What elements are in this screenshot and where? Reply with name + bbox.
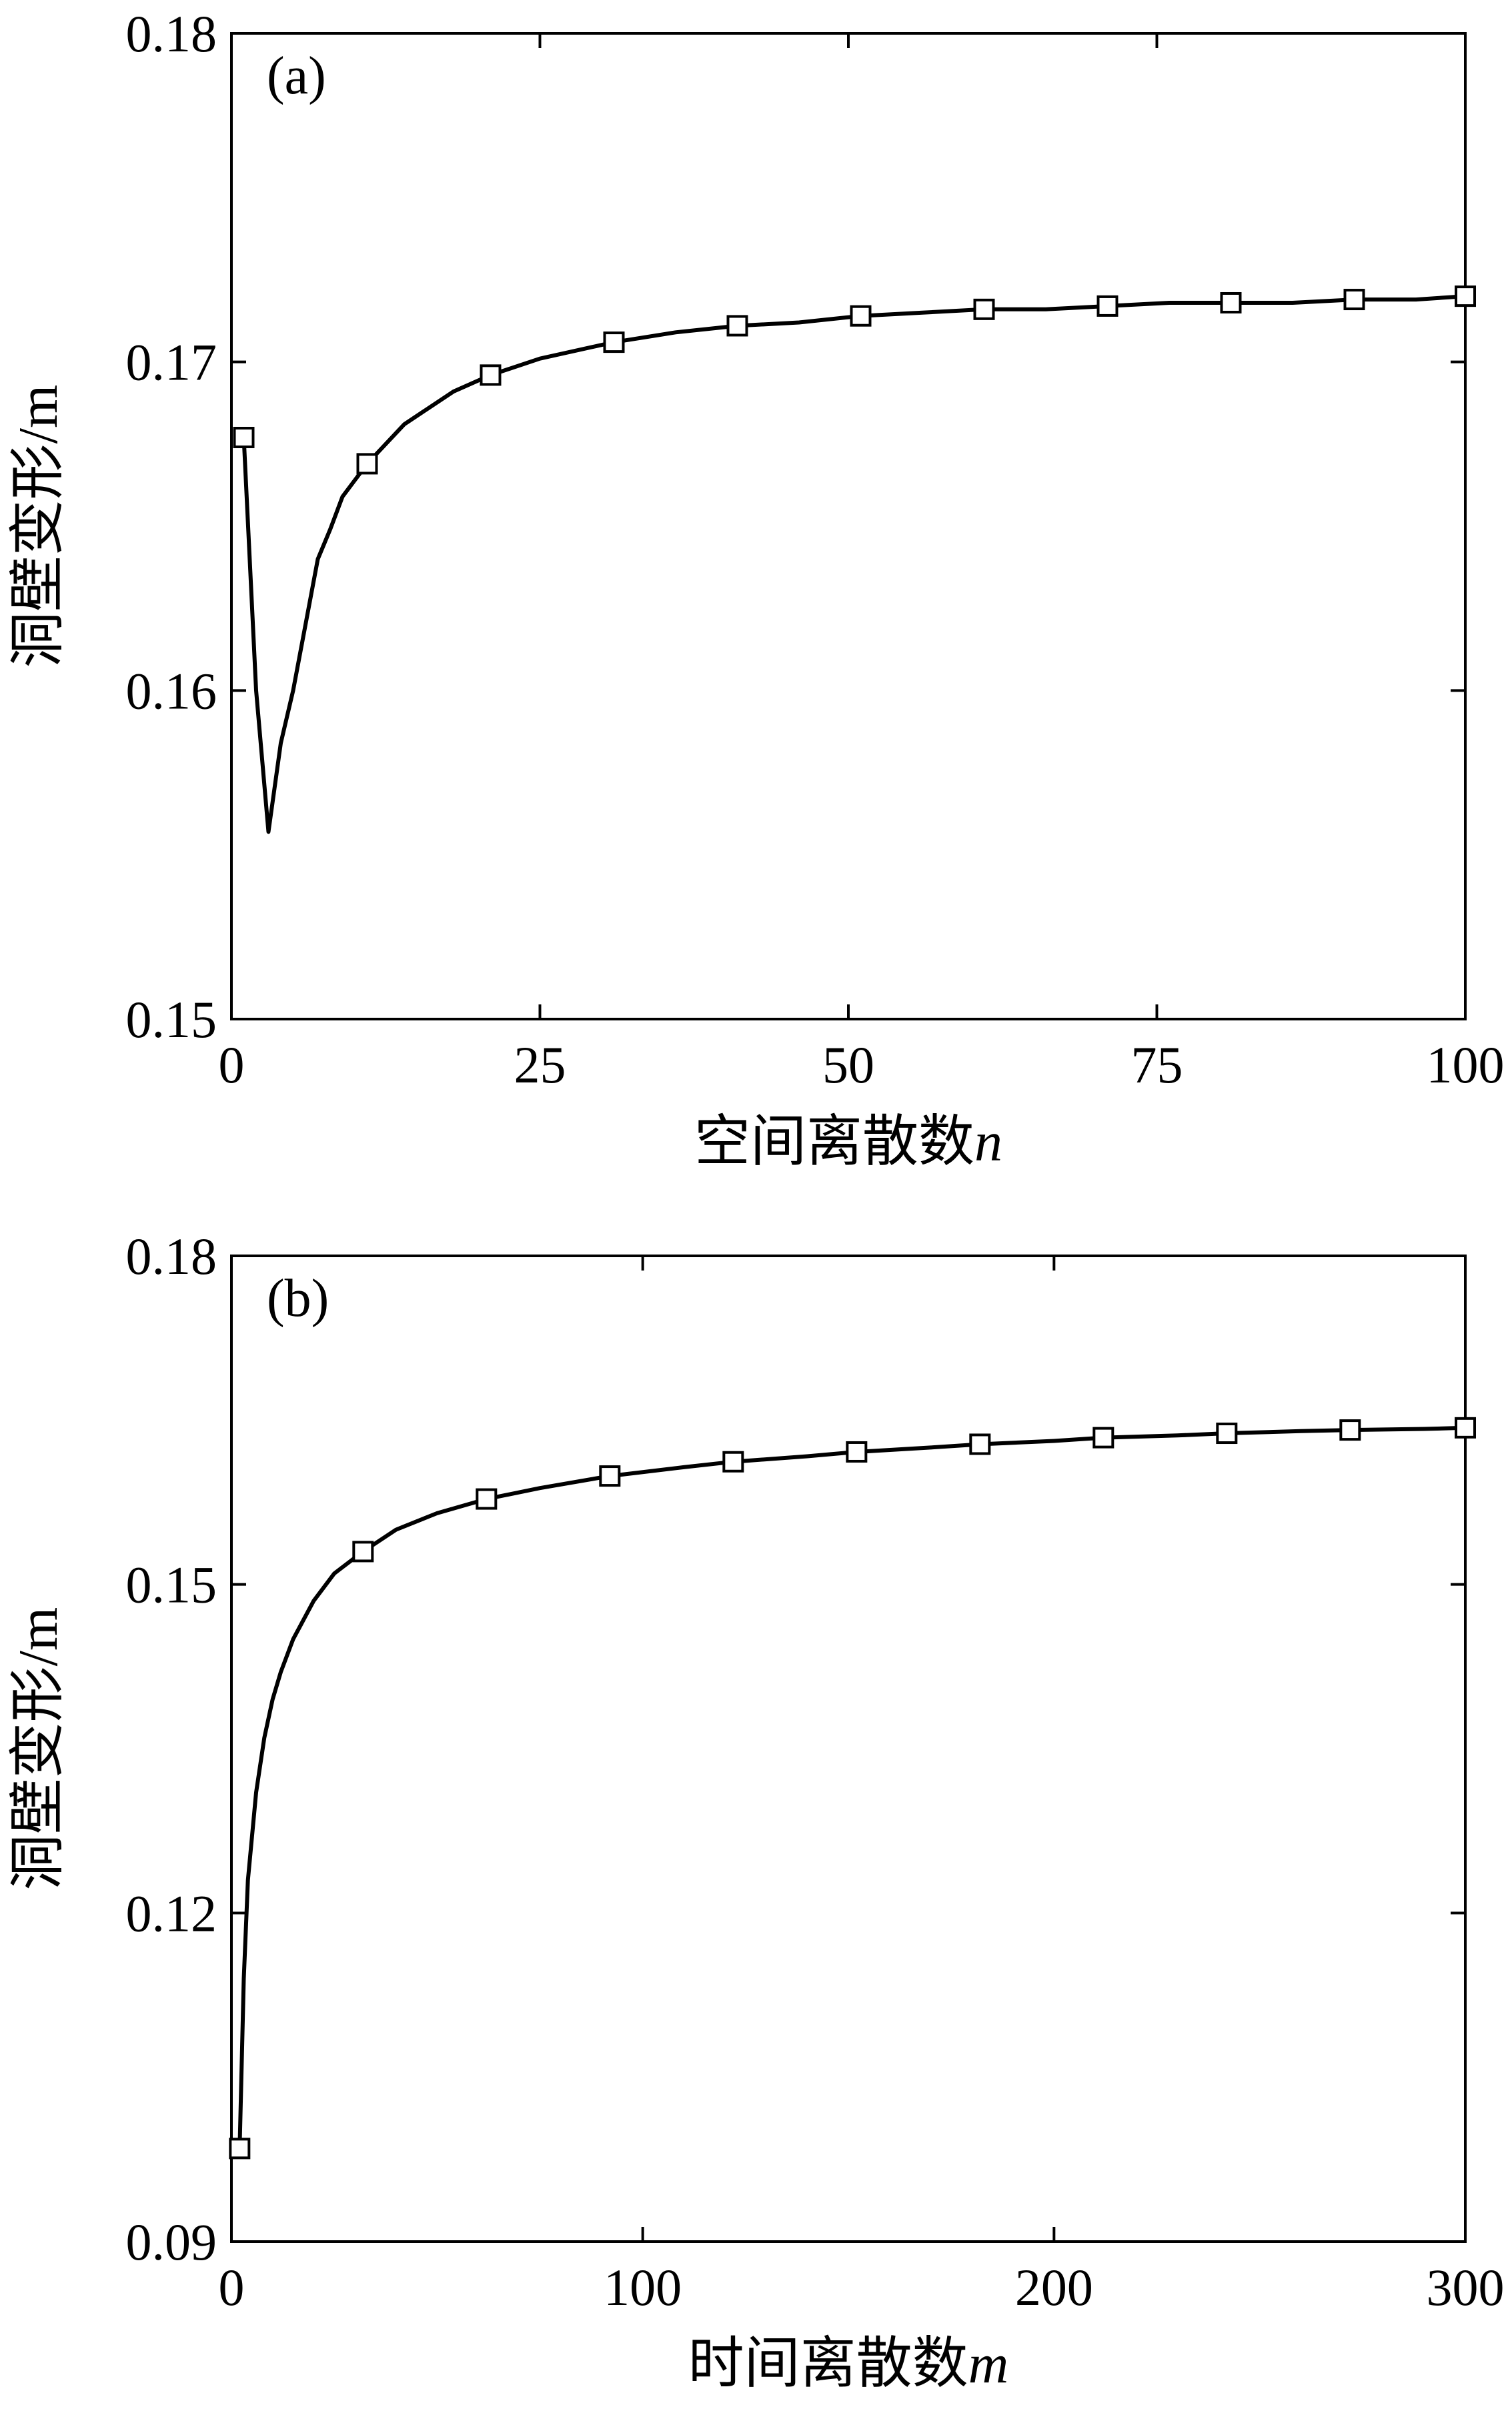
data-point-marker [969,1433,991,1455]
y-tick-label: 0.12 [126,1884,217,1942]
data-point-marker [603,331,625,353]
x-tick-label: 0 [219,1036,245,1094]
data-point-marker [722,1451,744,1473]
y-tick-label: 0.18 [126,1227,217,1285]
data-point-marker [356,453,378,475]
x-axis-title-text: 时间离散数 [688,2333,968,2395]
x-axis-title-text: 空间离散数 [694,1111,974,1173]
y-tick-label: 0.15 [126,990,217,1048]
x-axis-variable: n [974,1111,1002,1173]
x-tick-label: 0 [219,2258,245,2316]
data-point-marker [973,298,995,320]
x-tick-label: 25 [514,1036,566,1094]
y-tick-label: 0.18 [126,5,217,63]
data-point-marker [726,315,748,337]
series-line-a [241,294,1467,834]
y-tick-label: 0.17 [126,333,217,391]
data-point-marker [476,1488,498,1510]
x-tick-label: 100 [1427,1036,1505,1094]
chart-panel-a: 0 25 50 75 100 0.15 0.16 0.17 0.18 (a) 空间离散数n 洞壁变形/… [7,5,1505,1173]
y-tick-label: 0.09 [126,2213,217,2271]
x-axis-variable: m [968,2333,1009,2395]
panel-label-b: (b) [267,1269,329,1328]
data-point-marker [1455,1417,1476,1439]
data-point-marker [1455,285,1476,307]
plot-frame-a [230,32,1467,1020]
y-axis-title: 洞壁变形/m [7,1607,69,1891]
data-point-marker [1343,289,1365,311]
data-point-marker [1220,291,1242,313]
data-point-marker [1092,1427,1114,1449]
data-point-marker [846,1441,868,1463]
x-axis-title: 空间离散数n [694,1111,1002,1173]
data-point-marker [229,2138,251,2160]
data-point-marker [480,364,502,386]
data-point-marker [352,1541,374,1563]
data-point-marker [1096,295,1118,317]
y-axis-title: 洞壁变形/m [7,385,69,668]
data-point-marker [1339,1419,1361,1441]
data-point-marker [233,426,255,448]
data-point-marker [1216,1423,1238,1445]
data-point-marker [599,1465,621,1487]
y-tick-label: 0.16 [126,662,217,720]
x-tick-label: 50 [822,1036,874,1094]
plot-frame-b [230,1255,1467,2243]
y-tick-label: 0.15 [126,1556,217,1614]
x-tick-label: 75 [1131,1036,1183,1094]
chart-panel-b: 0 100 200 300 0.09 0.12 0.15 0.18 (b) 时间离散数m 洞壁变形/… [7,1227,1505,2395]
data-point-marker [850,305,872,327]
x-tick-label: 200 [1015,2258,1093,2316]
x-axis-title: 时间离散数m [688,2333,1009,2395]
panel-label-a: (a) [267,47,326,105]
x-tick-label: 100 [604,2258,682,2316]
x-tick-label: 300 [1427,2258,1505,2316]
series-line-b [237,1425,1467,2151]
